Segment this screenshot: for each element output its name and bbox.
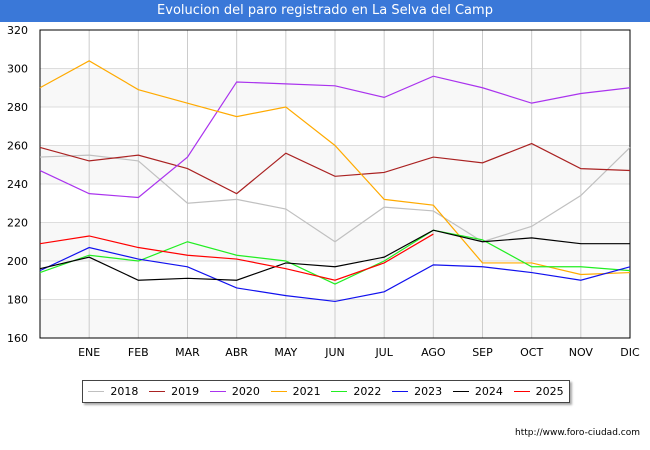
x-tick-label: DIC — [620, 346, 640, 359]
y-tick-label: 240 — [7, 178, 28, 191]
y-tick-label: 160 — [7, 332, 28, 345]
y-tick-label: 280 — [7, 101, 28, 114]
legend-swatch — [88, 391, 105, 392]
y-tick-label: 300 — [7, 63, 28, 76]
legend-item-2021: 2021 — [270, 385, 321, 398]
legend-item-2025: 2025 — [513, 385, 564, 398]
x-tick-label: SEP — [472, 346, 493, 359]
series-2023 — [39, 246, 631, 303]
series-2024 — [39, 229, 631, 281]
legend-label: 2023 — [414, 385, 443, 398]
legend-item-2020: 2020 — [209, 385, 260, 398]
legend-label: 2021 — [292, 385, 321, 398]
legend-swatch — [513, 391, 530, 392]
x-tick-label: NOV — [569, 346, 594, 359]
legend-label: 2020 — [231, 385, 260, 398]
legend-label: 2024 — [474, 385, 503, 398]
x-tick-label: ENE — [78, 346, 100, 359]
x-tick-label: MAR — [175, 346, 200, 359]
legend-item-2024: 2024 — [452, 385, 503, 398]
series-2021 — [39, 60, 631, 276]
y-tick-label: 200 — [7, 255, 28, 268]
series-2025 — [39, 233, 434, 281]
x-tick-label: FEB — [128, 346, 149, 359]
legend: 2018 2019 2020 2021 2022 2023 2024 2025 — [82, 380, 570, 403]
legend-label: 2018 — [110, 385, 139, 398]
y-tick-label: 260 — [7, 140, 28, 153]
x-tick-label: JUL — [374, 346, 393, 359]
legend-swatch — [392, 391, 409, 392]
x-tick-label: ABR — [225, 346, 248, 359]
y-tick-label: 180 — [7, 294, 28, 307]
legend-item-2018: 2018 — [88, 385, 138, 398]
plot-frame — [39, 29, 631, 339]
legend-label: 2022 — [353, 385, 382, 398]
legend-swatch — [270, 391, 287, 392]
legend-item-2019: 2019 — [149, 385, 199, 398]
x-tick-label: OCT — [520, 346, 543, 359]
legend-swatch — [452, 391, 469, 392]
legend-label: 2019 — [171, 385, 200, 398]
series-2020 — [39, 75, 631, 199]
legend-swatch — [149, 391, 166, 392]
legend-item-2023: 2023 — [392, 385, 442, 398]
x-tick-label: MAY — [274, 346, 297, 359]
legend-item-2022: 2022 — [331, 385, 381, 398]
y-tick-label: 320 — [7, 24, 28, 37]
x-tick-label: JUN — [324, 346, 345, 359]
legend-swatch — [331, 391, 348, 392]
legend-label: 2025 — [535, 385, 564, 398]
chart-title: Evolucion del paro registrado en La Selv… — [0, 0, 650, 22]
y-tick-label: 220 — [7, 217, 28, 230]
legend-swatch — [209, 391, 226, 392]
source-url: http://www.foro-ciudad.com — [515, 428, 640, 438]
x-tick-label: AGO — [421, 346, 446, 359]
series-2019 — [39, 142, 631, 195]
